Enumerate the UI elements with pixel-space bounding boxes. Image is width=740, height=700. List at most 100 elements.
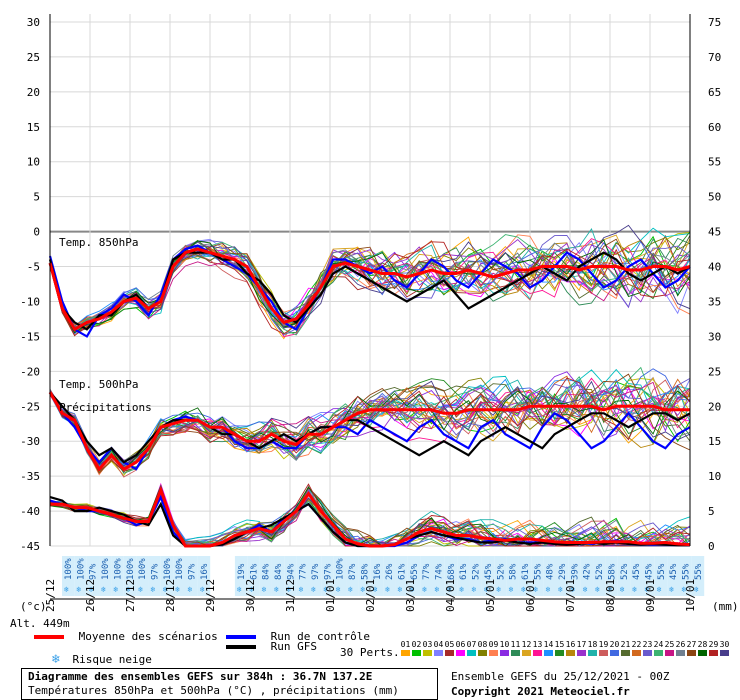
snow-risk-flake: ❄ bbox=[138, 585, 143, 594]
snow-risk-cell bbox=[284, 556, 297, 596]
snow-risk-pct: 77% bbox=[299, 563, 309, 580]
main-lines bbox=[48, 244, 691, 548]
footer-subtitle: Températures 850hPa et 500hPa (°C) , pré… bbox=[28, 684, 399, 697]
pert-legend-item: 07 bbox=[466, 640, 477, 656]
snow-risk-flake: ❄ bbox=[620, 585, 625, 594]
snow-risk-flake: ❄ bbox=[459, 585, 464, 594]
snow-risk-pct: 61% bbox=[249, 563, 259, 580]
snow-risk-flake: ❄ bbox=[570, 585, 575, 594]
snow-risk-pct: 55% bbox=[682, 563, 692, 580]
snow-risk-pct: 94% bbox=[286, 563, 296, 580]
pert-legend-swatch bbox=[401, 650, 410, 656]
pert-legend-item: 24 bbox=[653, 640, 664, 656]
snow-risk-pct: 52% bbox=[595, 563, 605, 580]
pert-legend-item: 23 bbox=[642, 640, 653, 656]
pert-legend-item: 18 bbox=[587, 640, 598, 656]
pert-legend-swatch bbox=[566, 650, 575, 656]
snow-risk-cell bbox=[62, 556, 75, 596]
pert-legend-swatch bbox=[456, 650, 465, 656]
x-tick: 31/12 bbox=[284, 579, 297, 612]
snow-risk-cell bbox=[197, 556, 211, 596]
pert-legend-swatch bbox=[478, 650, 487, 656]
snow-risk-cell bbox=[469, 556, 482, 596]
snow-risk-pct: 26% bbox=[385, 563, 395, 580]
snow-risk-flake: ❄ bbox=[558, 585, 563, 594]
perturbation-line bbox=[49, 249, 691, 332]
snow-risk-flake: ❄ bbox=[89, 585, 94, 594]
snow-risk-flake: ❄ bbox=[76, 585, 81, 594]
x-tick: 10/01 bbox=[684, 579, 697, 612]
snow-risk-flake: ❄ bbox=[410, 585, 415, 594]
pert-legend-swatch bbox=[687, 650, 696, 656]
snow-risk-cell bbox=[321, 556, 334, 596]
snow-risk-pct: 52% bbox=[472, 563, 482, 580]
snow-risk-pct: 77% bbox=[422, 563, 432, 580]
snow-risk-flake: ❄ bbox=[484, 585, 489, 594]
y-left-tick: -45 bbox=[20, 540, 40, 553]
snow-risk-cell bbox=[642, 556, 655, 596]
pert-legend-item: 05 bbox=[444, 640, 455, 656]
pert-legend-swatch bbox=[643, 650, 652, 656]
y-left-tick: -40 bbox=[20, 505, 40, 518]
snow-risk-cell bbox=[395, 556, 408, 596]
perturbation-line bbox=[49, 484, 690, 547]
pert-legend-item: 17 bbox=[576, 640, 587, 656]
snow-risk-cell bbox=[605, 556, 618, 596]
snow-risk-flake: ❄ bbox=[632, 585, 637, 594]
snow-risk-flake: ❄ bbox=[336, 585, 341, 594]
pert-legend-swatch bbox=[709, 650, 718, 656]
x-tick: 27/12 bbox=[124, 579, 137, 612]
footer-box: Diagramme des ensembles GEFS sur 384h : … bbox=[21, 668, 438, 700]
y-left-tick: -20 bbox=[20, 365, 40, 378]
unit-left: (°c) bbox=[20, 600, 47, 613]
pert-legend-swatch bbox=[423, 650, 432, 656]
y-right-tick: 5 bbox=[708, 505, 715, 518]
y-left-tick: 30 bbox=[27, 16, 40, 29]
snow-risk-pct: 52% bbox=[620, 563, 630, 580]
y-right-tick: 20 bbox=[708, 400, 721, 413]
snow-risk-flake: ❄ bbox=[237, 585, 242, 594]
pert-legend-item: 26 bbox=[675, 640, 686, 656]
snow-risk-flake: ❄ bbox=[200, 585, 205, 594]
snow-risk-flake: ❄ bbox=[447, 585, 452, 594]
legend-mean-swatch bbox=[34, 635, 64, 639]
snow-risk-cell bbox=[123, 556, 137, 596]
x-tick: 09/01 bbox=[644, 579, 657, 612]
series-line-t500 bbox=[48, 391, 690, 472]
snow-risk-pct: 48% bbox=[546, 563, 556, 580]
snow-risk-flake: ❄ bbox=[262, 585, 267, 594]
snow-risk-pct: 39% bbox=[570, 563, 580, 580]
snow-risk-cell bbox=[679, 556, 692, 596]
pert-legend-item: 08 bbox=[477, 640, 488, 656]
x-tick: 25/12 bbox=[44, 579, 57, 612]
series-line-precip bbox=[50, 485, 691, 548]
y-right-tick: 45 bbox=[708, 226, 721, 239]
snow-risk-flake: ❄ bbox=[163, 585, 168, 594]
pert-legend-swatch bbox=[511, 650, 520, 656]
snow-risk-pct: 16% bbox=[373, 563, 383, 580]
snow-risk-pct: 100% bbox=[336, 558, 346, 580]
snow-risk-cell bbox=[370, 556, 384, 596]
snow-risk-cell bbox=[617, 556, 631, 596]
legend-gfs-label: Run GFS bbox=[270, 640, 317, 653]
perturbation-line bbox=[49, 227, 691, 331]
snow-risk-flake: ❄ bbox=[188, 585, 193, 594]
snow-risk-cell bbox=[333, 556, 347, 596]
snow-risk-flake: ❄ bbox=[299, 585, 304, 594]
snow-risk-pct: 19% bbox=[237, 563, 247, 580]
y-left-tick: 10 bbox=[27, 156, 40, 169]
pert-legend-swatch bbox=[489, 650, 498, 656]
snow-risk-cell bbox=[580, 556, 594, 596]
snow-risk-pct: 65% bbox=[410, 563, 420, 580]
snow-risk-pct: 52% bbox=[496, 563, 506, 580]
x-tick: 03/01 bbox=[404, 579, 417, 612]
pert-legend-item: 06 bbox=[455, 640, 466, 656]
snow-risk-flake: ❄ bbox=[323, 585, 328, 594]
snow-risk-cell bbox=[383, 556, 396, 596]
snow-risk-pct: 84% bbox=[274, 563, 284, 580]
snow-risk-flake: ❄ bbox=[126, 585, 131, 594]
legend-mean-label: Moyenne des scénarios bbox=[78, 630, 218, 643]
snow-risk-flake: ❄ bbox=[509, 585, 514, 594]
legend-mean: Moyenne des scénarios bbox=[34, 630, 218, 643]
